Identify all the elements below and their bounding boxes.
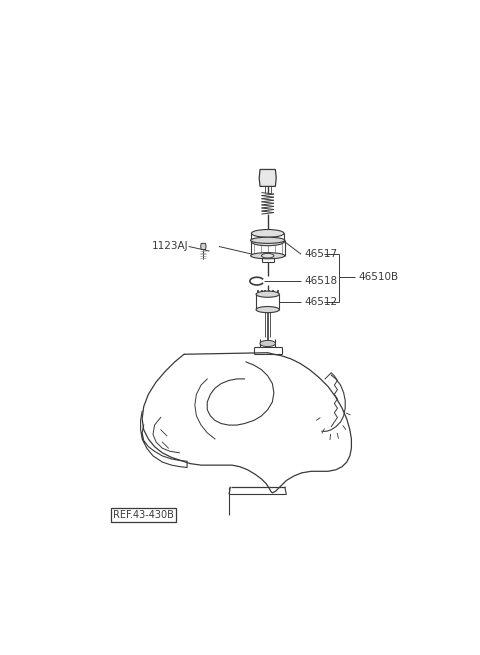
Polygon shape: [259, 170, 276, 187]
Text: 1123AJ: 1123AJ: [152, 242, 188, 252]
Polygon shape: [201, 244, 206, 250]
Text: 46512: 46512: [304, 297, 337, 307]
Ellipse shape: [256, 307, 279, 312]
Text: 46518: 46518: [304, 276, 337, 286]
Ellipse shape: [256, 291, 279, 297]
Ellipse shape: [252, 229, 284, 237]
Text: 46517: 46517: [304, 249, 337, 259]
Ellipse shape: [252, 238, 284, 246]
Ellipse shape: [251, 237, 285, 244]
Ellipse shape: [251, 253, 285, 259]
Ellipse shape: [262, 253, 274, 258]
Text: 46510B: 46510B: [359, 272, 398, 282]
Ellipse shape: [260, 341, 276, 346]
Text: REF.43-430B: REF.43-430B: [113, 510, 174, 520]
